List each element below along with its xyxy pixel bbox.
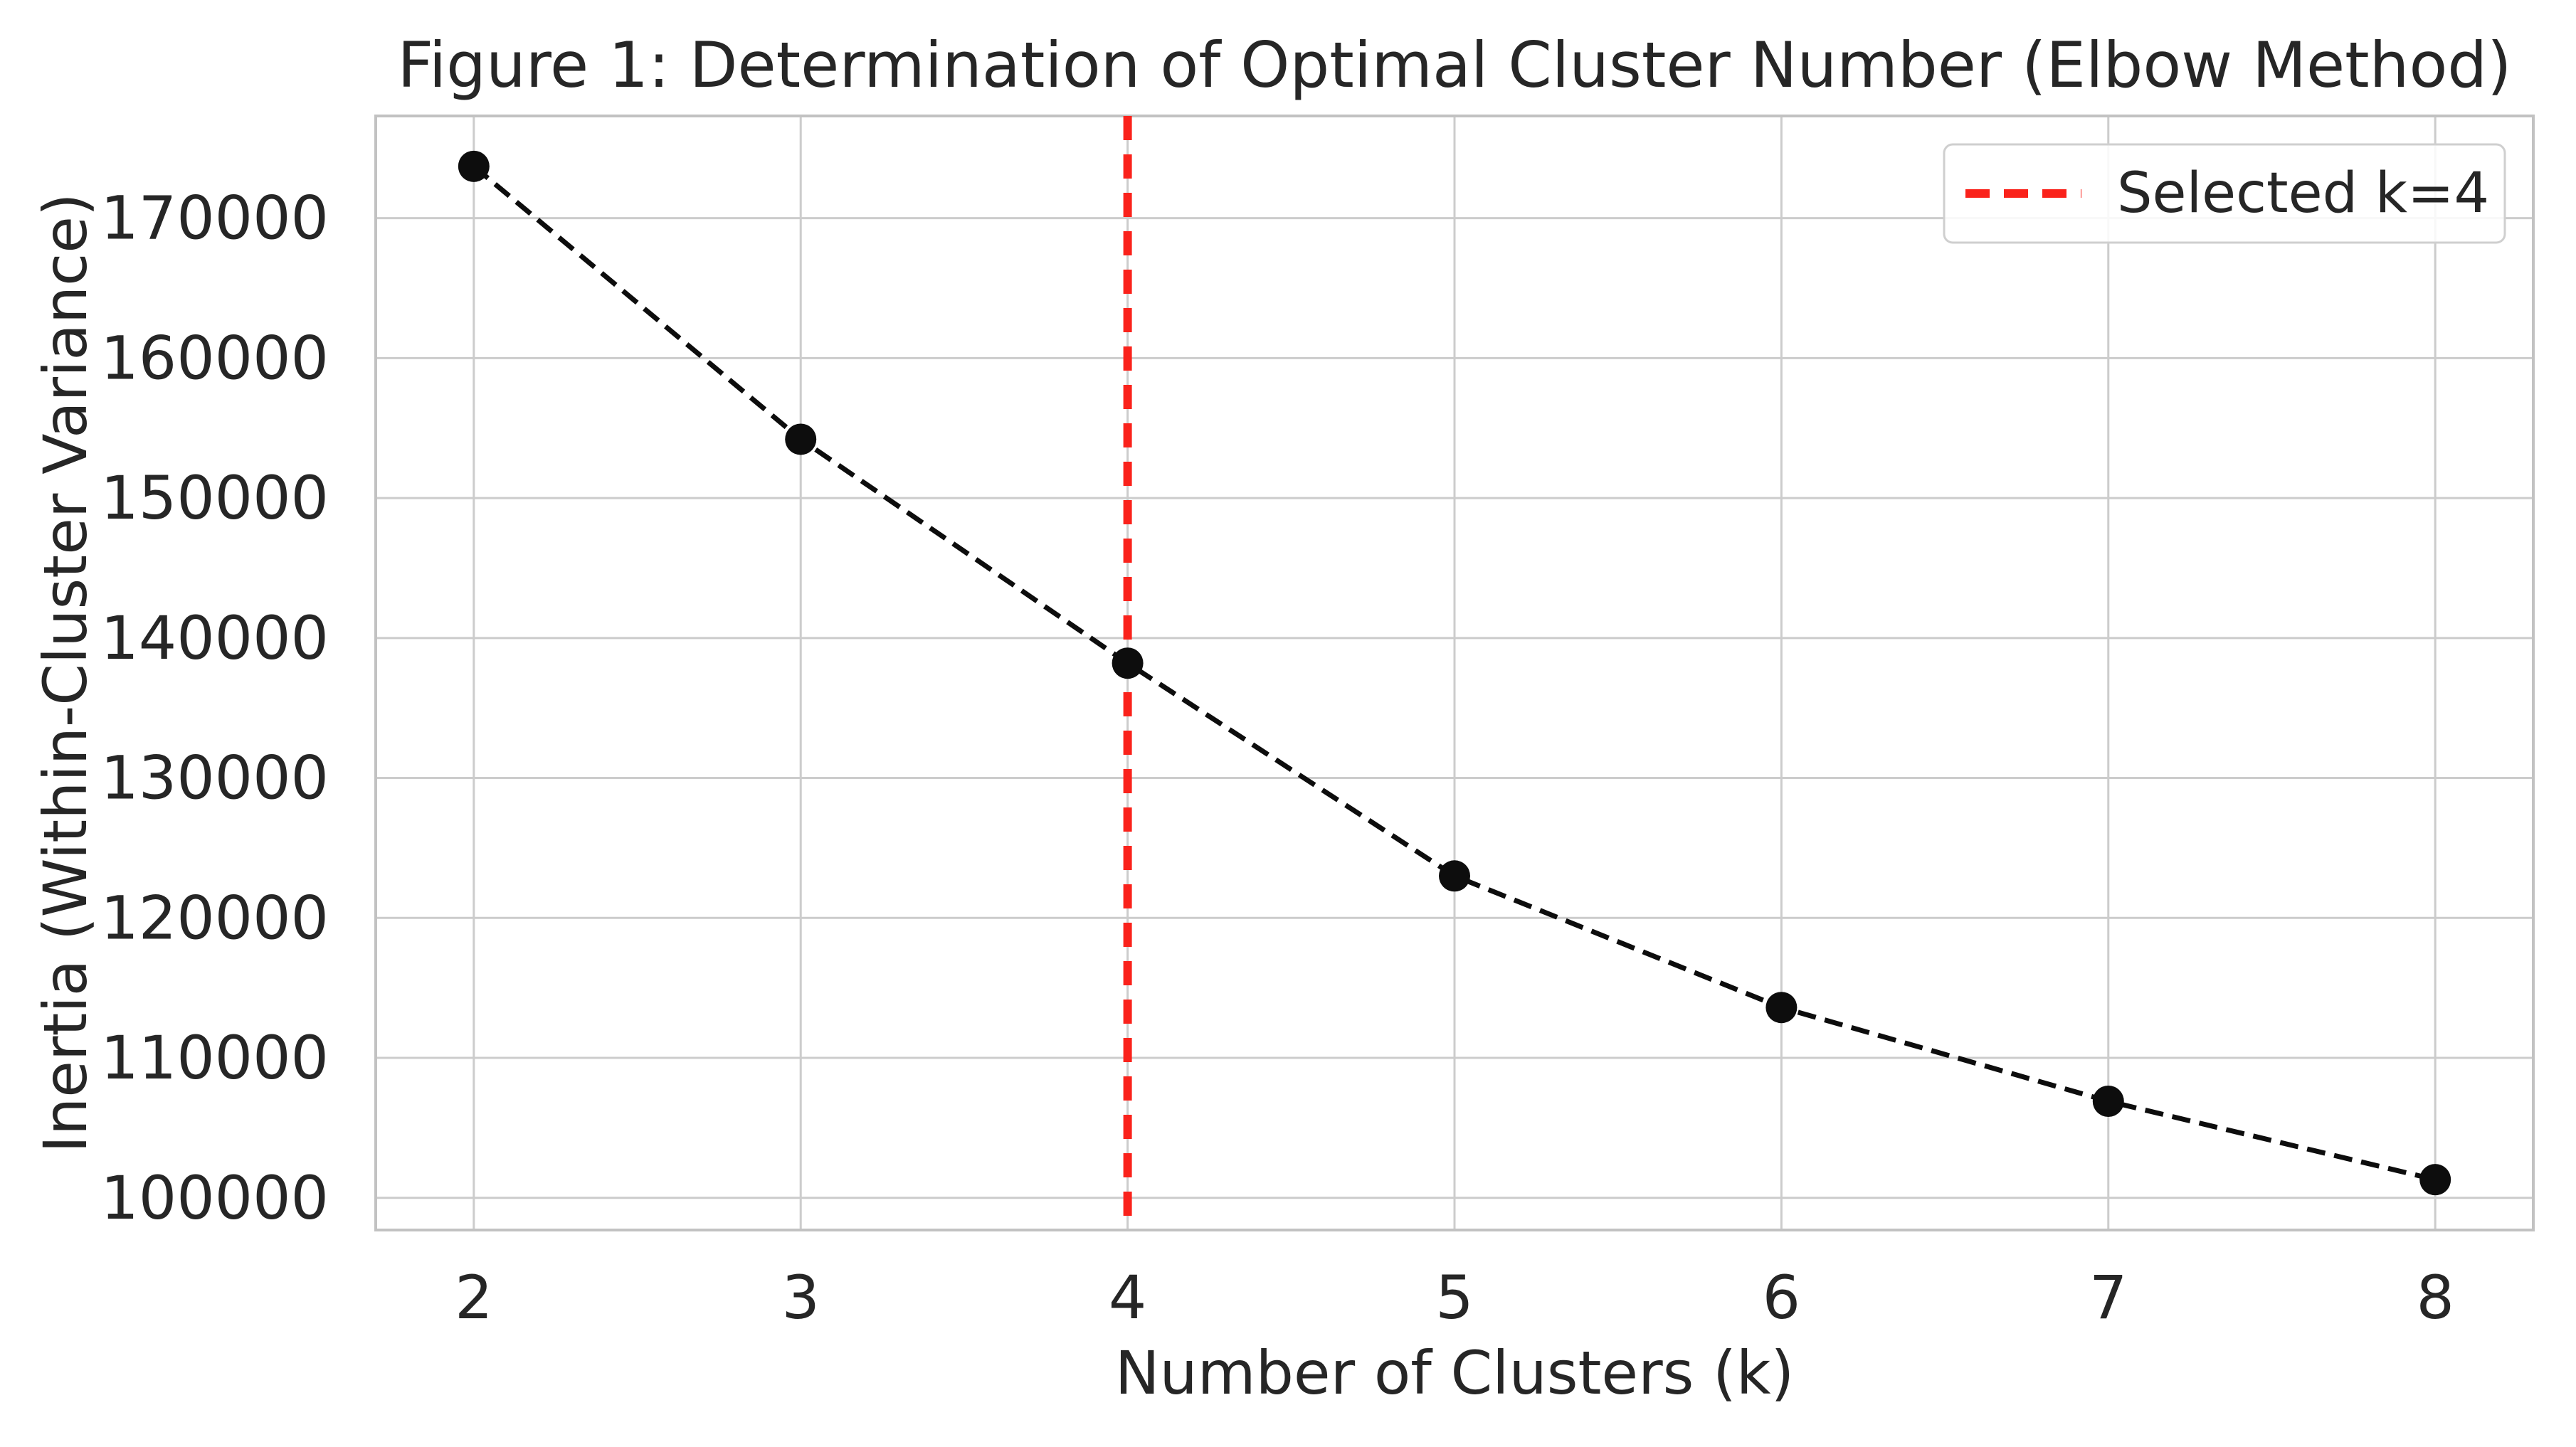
data-point-k7: [2092, 1086, 2124, 1118]
data-point-k6: [1765, 992, 1798, 1024]
legend-label: Selected k=4: [2117, 161, 2489, 226]
data-point-k5: [1439, 860, 1470, 892]
y-tick-label: 150000: [100, 463, 329, 533]
y-tick-label: 120000: [100, 883, 329, 953]
x-tick-label: 5: [1435, 1263, 1473, 1332]
y-tick-label: 110000: [100, 1023, 329, 1093]
y-tick-label: 130000: [100, 743, 329, 813]
data-point-k8: [2419, 1164, 2451, 1196]
x-tick-label: 2: [455, 1263, 492, 1332]
y-tick-label: 140000: [100, 603, 329, 673]
x-tick-label: 4: [1109, 1263, 1146, 1332]
x-tick-label: 6: [1763, 1263, 1800, 1332]
x-tick-label: 3: [781, 1263, 819, 1332]
x-tick-label: 8: [2416, 1263, 2454, 1332]
plot-border: [374, 115, 2535, 1231]
y-tick-label: 170000: [100, 184, 329, 253]
y-tick-label: 100000: [100, 1163, 329, 1233]
data-point-k3: [785, 423, 817, 455]
legend-box: [1943, 143, 2506, 244]
data-point-k4: [1112, 647, 1144, 679]
x-tick-label: 7: [2089, 1263, 2127, 1332]
x-axis-label: Number of Clusters (k): [1114, 1338, 1795, 1408]
y-tick-label: 160000: [100, 323, 329, 393]
chart-title: Figure 1: Determination of Optimal Clust…: [397, 28, 2512, 102]
data-point-k2: [458, 150, 490, 182]
